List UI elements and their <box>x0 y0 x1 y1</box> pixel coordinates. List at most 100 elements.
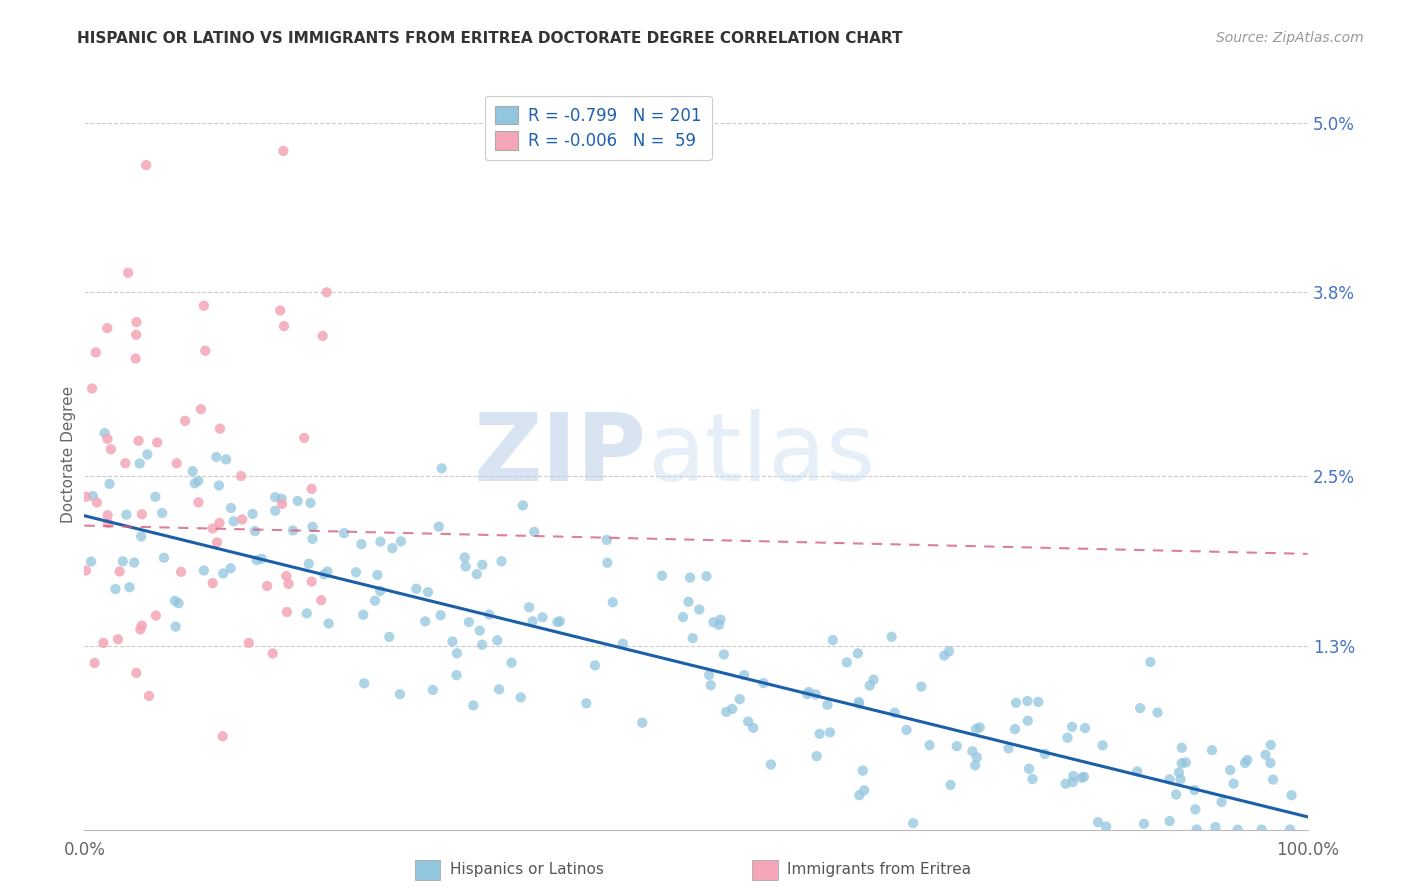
Point <box>682 631 704 645</box>
Point <box>124 351 146 366</box>
Point <box>1166 788 1188 802</box>
Point <box>1005 696 1028 710</box>
Text: ZIP: ZIP <box>474 409 647 501</box>
Point <box>422 682 444 697</box>
Point <box>883 706 905 720</box>
Point <box>808 727 831 741</box>
Point <box>205 450 228 464</box>
Point <box>969 721 991 735</box>
Point <box>1054 777 1077 791</box>
Point <box>163 594 186 608</box>
Point <box>350 537 373 551</box>
Point <box>1281 788 1303 802</box>
Point <box>1056 731 1078 745</box>
Point <box>962 744 984 758</box>
Point <box>208 422 231 436</box>
Point <box>381 541 404 556</box>
Point <box>128 434 150 448</box>
Point <box>446 646 468 660</box>
Point <box>1060 720 1083 734</box>
Point <box>205 535 228 549</box>
Point <box>1129 701 1152 715</box>
Point <box>125 327 148 342</box>
Point <box>486 633 509 648</box>
Point <box>301 482 323 496</box>
Point <box>75 564 97 578</box>
Point <box>1234 756 1257 770</box>
Point <box>167 596 190 610</box>
Point <box>117 266 139 280</box>
Point <box>429 608 451 623</box>
Text: Source: ZipAtlas.com: Source: ZipAtlas.com <box>1216 31 1364 45</box>
Point <box>1201 743 1223 757</box>
Point <box>457 615 479 629</box>
Point <box>364 593 387 607</box>
Point <box>100 442 122 457</box>
Point <box>1091 739 1114 753</box>
Point <box>122 556 145 570</box>
Point <box>125 315 148 329</box>
Point <box>271 497 294 511</box>
Point <box>441 634 464 648</box>
Point <box>939 778 962 792</box>
Point <box>219 501 242 516</box>
Point <box>145 490 167 504</box>
Point <box>333 526 356 541</box>
Point <box>311 329 333 343</box>
Point <box>238 636 260 650</box>
Point <box>713 648 735 662</box>
Point <box>287 494 309 508</box>
Point <box>208 516 231 530</box>
Point <box>488 682 510 697</box>
Point <box>146 435 169 450</box>
Point <box>276 569 298 583</box>
Point <box>208 478 231 492</box>
Point <box>548 614 571 628</box>
Point <box>115 508 138 522</box>
Point <box>242 507 264 521</box>
Point <box>1226 822 1249 837</box>
Point <box>454 550 477 565</box>
Point <box>84 345 107 359</box>
Point <box>301 520 323 534</box>
Point <box>1167 765 1189 780</box>
Point <box>193 299 215 313</box>
Point <box>471 638 494 652</box>
Point <box>270 491 292 506</box>
Point <box>846 647 869 661</box>
Point <box>859 679 882 693</box>
Point <box>818 725 841 739</box>
Point <box>1087 815 1109 830</box>
Point <box>1185 822 1208 837</box>
Point <box>522 615 544 629</box>
Point <box>118 580 141 594</box>
Point <box>997 741 1019 756</box>
Point <box>918 738 941 752</box>
Point <box>1074 721 1097 735</box>
Point <box>366 568 388 582</box>
Point <box>583 658 606 673</box>
Point <box>1236 753 1258 767</box>
Point <box>821 633 844 648</box>
Point <box>1184 783 1206 797</box>
Point <box>93 426 115 441</box>
Point <box>413 615 436 629</box>
Point <box>848 697 870 711</box>
Point <box>273 319 295 334</box>
Point <box>292 431 315 445</box>
Point <box>896 723 918 737</box>
Point <box>1222 776 1244 790</box>
Point <box>678 595 700 609</box>
Point <box>702 615 724 630</box>
Point <box>512 499 534 513</box>
Point <box>353 676 375 690</box>
Point <box>737 714 759 729</box>
Point <box>796 687 818 701</box>
Point <box>370 534 392 549</box>
Point <box>416 585 439 599</box>
Point <box>1171 740 1194 755</box>
Point <box>150 506 173 520</box>
Point <box>315 285 337 300</box>
Point <box>1095 820 1118 834</box>
Point <box>759 757 782 772</box>
